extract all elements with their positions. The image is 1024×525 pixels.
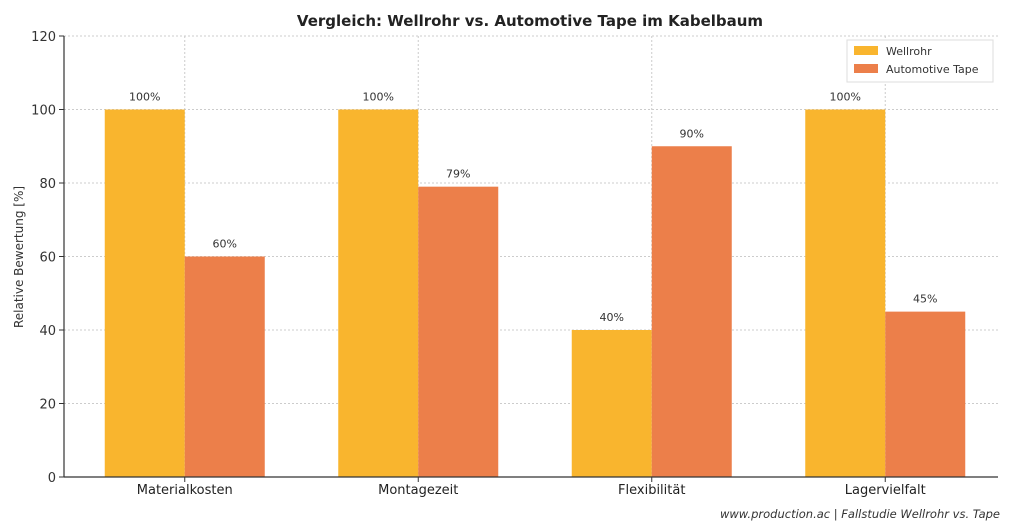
bar-automotive-tape [651, 146, 732, 477]
footer-source: www.production.ac | Fallstudie Wellrohr … [720, 507, 1000, 521]
y-tick-label: 60 [39, 251, 56, 266]
bar-automotive-tape [885, 311, 966, 477]
bar-automotive-tape [184, 256, 265, 477]
x-tick-label: Montagezeit [378, 483, 458, 498]
bar-wellrohr [805, 109, 886, 477]
data-label: 100% [363, 91, 394, 104]
data-label: 100% [129, 91, 160, 104]
data-label: 40% [600, 311, 624, 324]
legend: Wellrohr Automotive Tape [846, 39, 994, 83]
y-tick-label: 100 [31, 104, 56, 119]
data-label: 79% [446, 168, 470, 181]
y-tick-label: 20 [39, 398, 56, 413]
legend-swatch-automotive-tape [854, 64, 878, 73]
y-tick-label: 40 [39, 324, 56, 339]
data-label: 45% [913, 293, 937, 306]
y-tick-label: 0 [48, 471, 56, 486]
legend-swatch-wellrohr [854, 46, 878, 55]
data-label: 90% [680, 127, 704, 140]
x-tick-label: Flexibilität [618, 483, 685, 498]
x-tick-label: Lagervielfalt [845, 483, 926, 498]
bar-wellrohr [104, 109, 185, 477]
data-label: 60% [213, 238, 237, 251]
y-tick-label: 120 [31, 30, 56, 45]
bar-wellrohr [571, 330, 652, 477]
bar-automotive-tape [418, 186, 499, 478]
y-tick-label: 80 [39, 177, 56, 192]
chart-title: Vergleich: Wellrohr vs. Automotive Tape … [297, 12, 763, 30]
bar-wellrohr [338, 109, 419, 477]
x-tick-label: Materialkosten [137, 483, 233, 498]
data-label: 100% [830, 91, 861, 104]
legend-label-automotive-tape: Automotive Tape [886, 63, 979, 76]
legend-label-wellrohr: Wellrohr [886, 45, 932, 58]
y-axis-label: Relative Bewertung [%] [12, 186, 26, 328]
